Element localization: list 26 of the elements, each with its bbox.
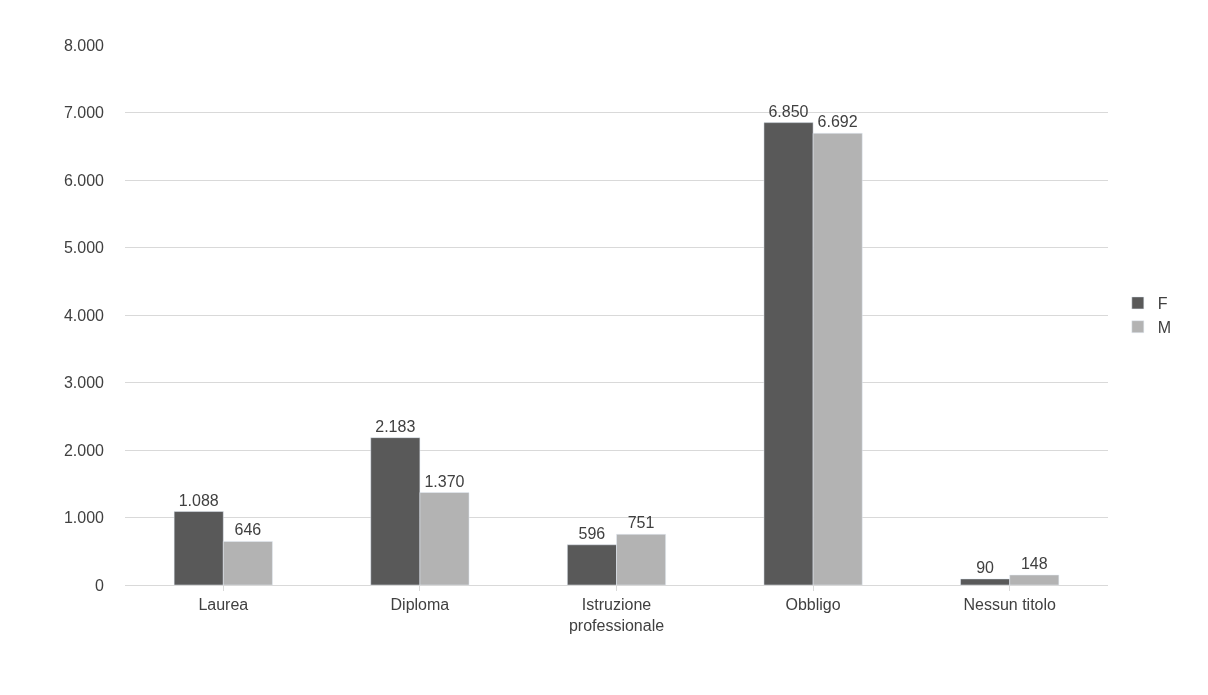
x-tick-label: Diploma (390, 596, 450, 614)
data-label: 90 (976, 558, 995, 576)
y-tick-label: 7.000 (63, 104, 105, 122)
data-label: 6.692 (817, 113, 858, 131)
y-tick-label: 1.000 (63, 509, 105, 527)
data-label: 646 (234, 521, 262, 539)
y-tick-label: 0 (95, 576, 105, 594)
data-label: 6.850 (768, 102, 809, 120)
x-tick-label: Nessun titolo (963, 596, 1057, 614)
legend-label: M (1157, 318, 1172, 336)
y-tick-label: 4.000 (63, 306, 105, 324)
data-label: 148 (1020, 555, 1048, 573)
data-label: 751 (627, 514, 655, 532)
y-tick-label: 5.000 (63, 239, 105, 257)
x-tick-label: Laurea (198, 596, 249, 614)
y-tick-label: 3.000 (63, 374, 105, 392)
data-label: 596 (578, 524, 606, 542)
y-tick-label: 2.000 (63, 441, 105, 459)
legend-label: F (1157, 295, 1168, 313)
data-label: 1.088 (178, 491, 219, 509)
y-tick-label: 6.000 (63, 171, 105, 189)
x-tick-label: Istruzione professionale (568, 596, 665, 634)
data-label: 2.183 (375, 417, 416, 435)
y-tick-label: 8.000 (63, 36, 105, 54)
x-tick-label: Obbligo (785, 596, 841, 614)
data-label: 1.370 (424, 472, 465, 490)
